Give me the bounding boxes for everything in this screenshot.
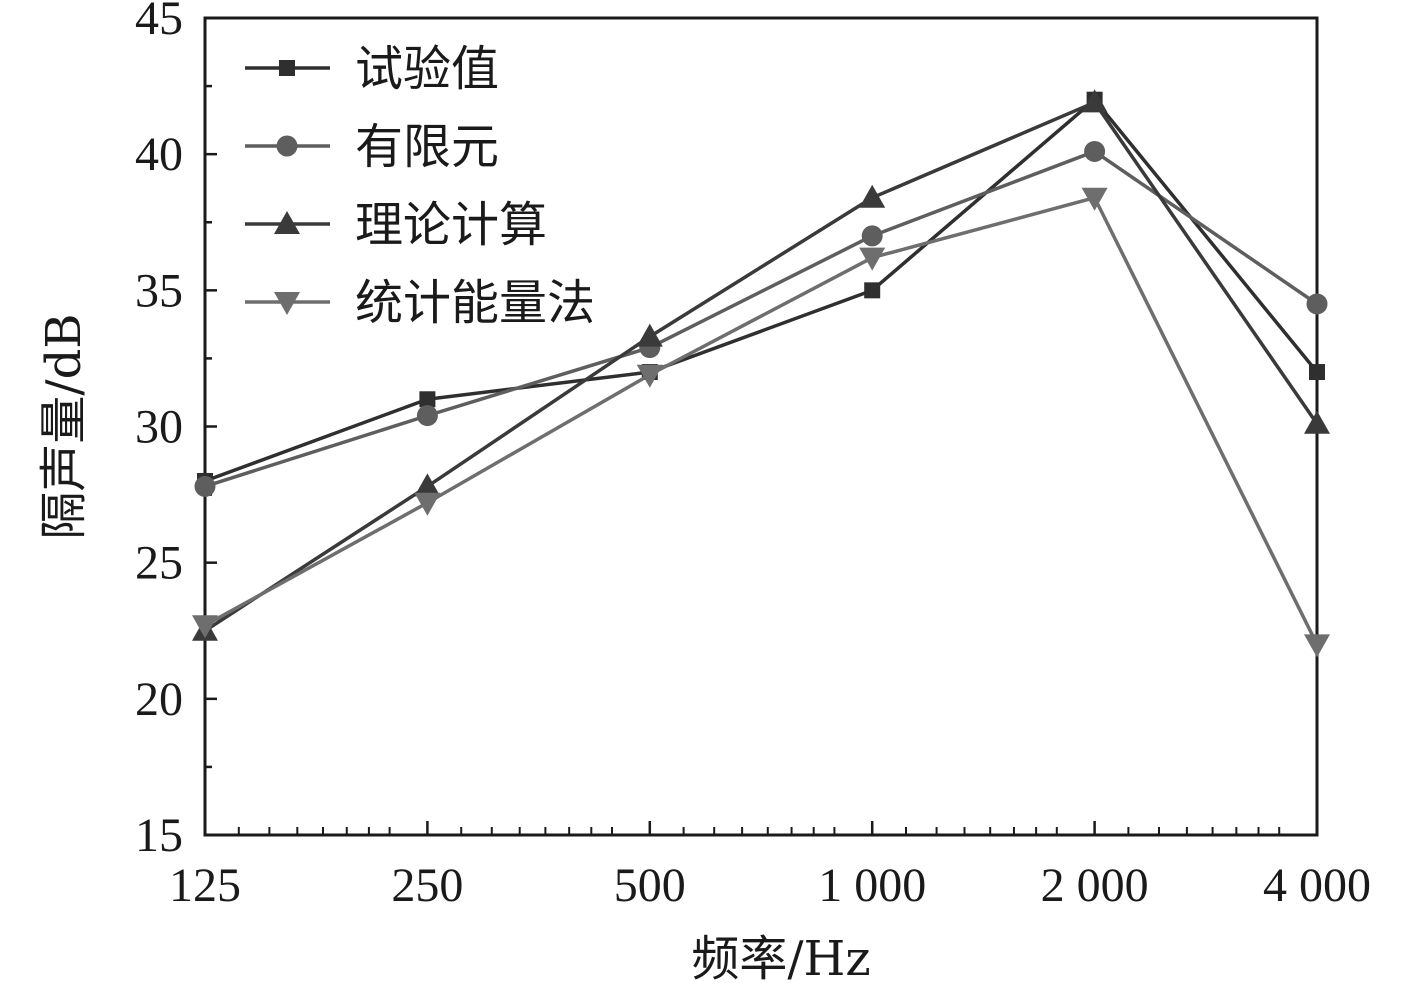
data-point-marker <box>1081 89 1108 113</box>
x-tick-label: 500 <box>614 859 686 912</box>
data-point-marker <box>864 282 881 299</box>
data-point-marker <box>192 615 218 639</box>
legend-label: 理论计算 <box>355 197 547 253</box>
series-line <box>204 97 1319 483</box>
legend-item: 统计能量法 <box>245 275 595 331</box>
data-point-marker <box>636 323 663 347</box>
x-tick-label: 250 <box>391 859 463 912</box>
y-tick-label: 45 <box>135 0 183 45</box>
data-point-marker <box>1309 364 1325 381</box>
y-tick-label: 25 <box>135 537 183 590</box>
x-tick-label: 125 <box>169 859 241 912</box>
legend-marker <box>274 292 300 315</box>
legend-item: 有限元 <box>245 119 499 175</box>
y-tick-label: 20 <box>135 673 183 726</box>
data-point-marker <box>1304 634 1330 658</box>
legend-item: 理论计算 <box>245 197 547 253</box>
data-point-marker <box>1306 293 1328 315</box>
data-point-marker <box>1084 140 1106 162</box>
data-point-marker <box>1081 187 1108 211</box>
y-tick-label: 30 <box>135 401 183 454</box>
y-tick-label: 40 <box>135 128 183 181</box>
series-line <box>204 100 1319 633</box>
data-point-marker <box>859 247 886 271</box>
legend-marker <box>274 211 300 234</box>
x-tick-label: 4 000 <box>1263 859 1371 912</box>
data-point-marker <box>861 225 883 247</box>
series-3 <box>192 89 1330 641</box>
legend-item: 试验值 <box>245 41 499 97</box>
data-point-marker <box>416 405 438 427</box>
data-point-marker <box>414 473 441 497</box>
data-point-marker <box>636 364 663 388</box>
series-lines <box>192 89 1330 658</box>
data-point-marker <box>1304 410 1330 434</box>
series-4 <box>192 187 1330 658</box>
y-tick-label: 35 <box>135 264 183 317</box>
x-tick-label: 2 000 <box>1041 859 1149 912</box>
legend-label: 有限元 <box>355 119 499 175</box>
y-axis-title: 隔声量/dB <box>36 313 92 539</box>
data-point-marker <box>859 184 886 208</box>
series-line <box>204 149 1318 489</box>
legend-label: 统计能量法 <box>355 275 595 331</box>
x-axis-title: 频率/Hz <box>691 931 870 983</box>
x-tick-label: 1 000 <box>818 859 926 912</box>
data-point-marker <box>414 492 441 516</box>
legend-label: 试验值 <box>355 41 499 97</box>
legend-marker <box>279 60 295 76</box>
data-point-marker <box>419 391 436 408</box>
series-line <box>204 195 1319 646</box>
axes: 15 20 25 30 35 40 45 125 250 500 1 000 2 000 4 000 <box>135 0 1371 912</box>
legend-marker <box>276 135 298 157</box>
data-point-marker <box>194 475 216 497</box>
y-tick-label: 15 <box>135 809 183 862</box>
